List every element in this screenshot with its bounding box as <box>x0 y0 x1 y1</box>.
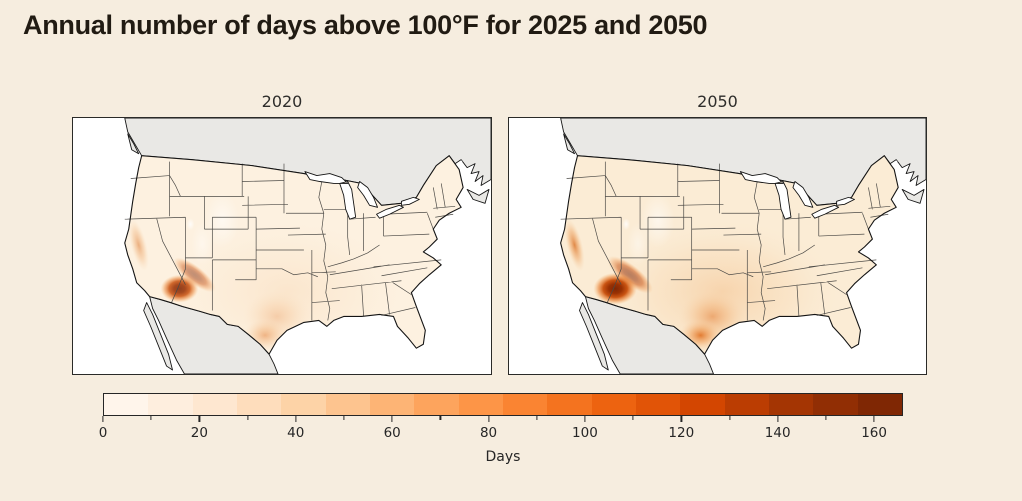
colorbar-axis: 0 20 40 60 80 100 120 140 160 <box>99 416 903 450</box>
colorbar-segment <box>547 394 592 415</box>
rockies-highland <box>641 192 675 248</box>
heat-arizona-arm <box>607 255 653 294</box>
colorbar-minor-tick <box>536 416 538 420</box>
colorbar-minor-tick <box>150 416 152 420</box>
colorbar-tick-label: 0 <box>98 425 108 441</box>
colorbar-segment <box>325 394 370 415</box>
colorbar-minor-tick <box>343 416 345 420</box>
map-panel-2050 <box>508 117 927 375</box>
us-heatmap-2050 <box>509 118 926 374</box>
heat-arizona-core <box>593 272 638 305</box>
heat-central-valley <box>564 218 585 272</box>
colorbar-segment <box>148 394 193 415</box>
colorbar-tick-label: 140 <box>764 425 791 441</box>
colorbar-segment <box>414 394 459 415</box>
colorbar-minor-tick <box>246 416 249 420</box>
colorbar-axis-label: Days <box>485 449 521 465</box>
great-salt-lake <box>622 218 631 231</box>
colorbar-major-tick <box>584 416 586 422</box>
map-year-label-2020: 2020 <box>261 92 303 111</box>
page-title: Annual number of days above 100°F for 20… <box>23 10 708 40</box>
colorbar-major-tick <box>487 416 490 422</box>
colorbar-segment <box>857 394 902 415</box>
colorbar-major-tick <box>102 416 104 422</box>
colorbar-minor-tick <box>632 416 634 420</box>
map-year-label-2050: 2050 <box>697 92 738 111</box>
heat-arizona-core <box>160 274 199 303</box>
colorbar-minor-tick <box>728 416 731 420</box>
colorbar-segment <box>458 394 503 415</box>
colorbar-segment <box>591 394 636 415</box>
colorbar-segment <box>502 394 548 415</box>
colorbar-major-tick <box>680 416 682 422</box>
colorbar-major-tick <box>198 416 200 422</box>
colorbar-segment <box>680 394 725 415</box>
colorbar-segment <box>281 394 326 415</box>
heat-arizona-arm <box>173 257 216 293</box>
colorbar-tick-label: 160 <box>861 425 887 441</box>
colorbar-segment <box>768 394 814 415</box>
colorbar-tick-label: 100 <box>572 425 598 441</box>
colorbar-segment <box>236 394 282 415</box>
rockies-highland <box>205 192 240 248</box>
colorbar <box>103 393 903 416</box>
colorbar-major-tick <box>295 416 297 422</box>
great-basin-highland <box>627 222 649 266</box>
us-heatmap-2020 <box>73 118 491 374</box>
colorbar-tick-label: 20 <box>190 425 208 441</box>
colorbar-tick-label: 120 <box>668 425 695 441</box>
colorbar-segment <box>192 394 237 415</box>
colorbar-segment <box>635 394 681 415</box>
colorbar-major-tick <box>873 416 875 422</box>
colorbar-major-tick <box>391 416 393 422</box>
great-basin-highland <box>191 222 214 266</box>
map-panel-2020 <box>72 117 492 375</box>
colorbar-tick-label: 40 <box>287 425 305 441</box>
colorbar-segment <box>813 394 858 415</box>
colorbar-segment <box>104 394 149 415</box>
colorbar-segment <box>724 394 769 415</box>
heat-central-valley <box>128 218 149 272</box>
colorbar-minor-tick <box>825 416 827 420</box>
colorbar-segment <box>369 394 415 415</box>
great-salt-lake <box>186 218 195 231</box>
colorbar-major-tick <box>777 416 779 422</box>
colorbar-minor-tick <box>439 416 441 420</box>
colorbar-tick-label: 60 <box>383 425 401 441</box>
colorbar-tick-label: 80 <box>479 425 498 441</box>
